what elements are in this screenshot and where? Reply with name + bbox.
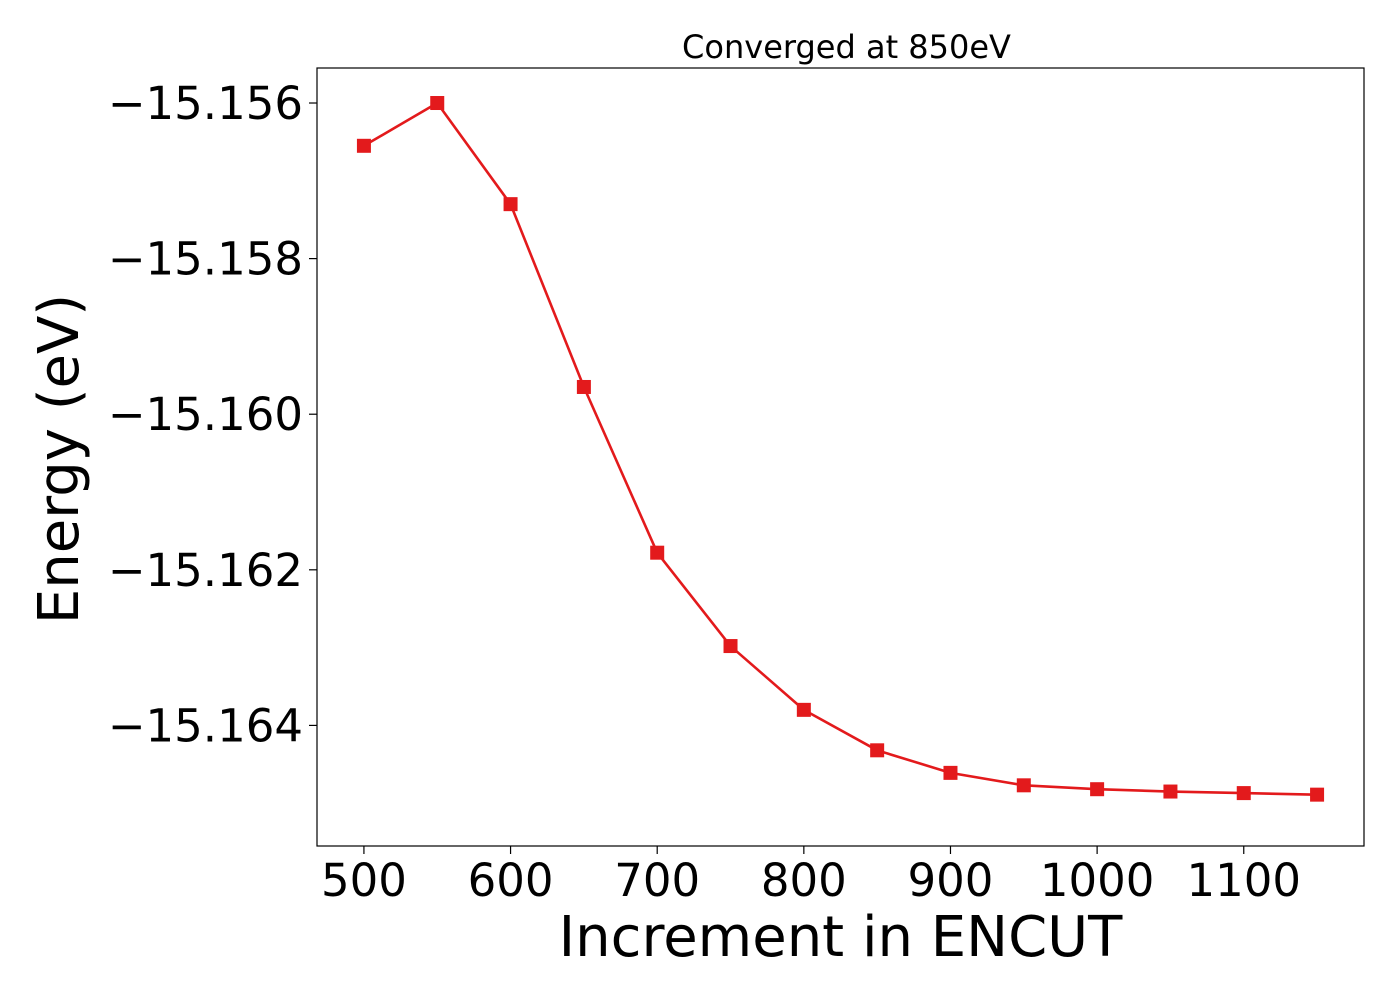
data-point-marker bbox=[1090, 782, 1105, 797]
data-point-marker bbox=[503, 197, 518, 212]
data-point-marker bbox=[1016, 778, 1031, 793]
x-axis-label: Increment in ENCUT bbox=[559, 905, 1124, 970]
x-tick-label: 1100 bbox=[1186, 854, 1301, 907]
data-point-marker bbox=[1236, 786, 1251, 801]
y-tick-label: −15.156 bbox=[108, 77, 303, 130]
data-point-marker bbox=[1163, 784, 1178, 799]
data-series bbox=[356, 96, 1325, 802]
plot-area-frame bbox=[316, 67, 1365, 847]
data-point-marker bbox=[650, 545, 665, 560]
data-point-marker bbox=[1310, 787, 1325, 802]
y-axis-label: Energy (eV) bbox=[27, 294, 92, 624]
x-tick-label: 700 bbox=[614, 854, 700, 907]
data-point-marker bbox=[870, 743, 885, 758]
y-tick-label: −15.158 bbox=[108, 233, 303, 286]
data-point-marker bbox=[430, 96, 445, 111]
data-point-marker bbox=[796, 702, 811, 717]
x-tick-label: 900 bbox=[908, 854, 994, 907]
data-point-marker bbox=[576, 379, 591, 394]
chart-title: Converged at 850eV bbox=[682, 28, 1011, 66]
x-tick-label: 1000 bbox=[1040, 854, 1155, 907]
y-tick-label: −15.162 bbox=[108, 544, 303, 597]
x-axis-ticks: 500 600 700 800 900 1000 1100 bbox=[321, 846, 1301, 907]
series-line bbox=[363, 101, 1318, 796]
y-axis-ticks: −15.156 −15.158 −15.160 −15.162 −15.164 bbox=[108, 77, 317, 752]
data-point-marker bbox=[723, 639, 738, 654]
x-tick-label: 500 bbox=[321, 854, 407, 907]
x-tick-label: 800 bbox=[761, 854, 847, 907]
x-tick-label: 600 bbox=[468, 854, 554, 907]
y-tick-label: −15.164 bbox=[108, 699, 303, 752]
data-point-marker bbox=[943, 765, 958, 780]
data-point-marker bbox=[356, 138, 371, 153]
y-tick-label: −15.160 bbox=[108, 388, 303, 441]
